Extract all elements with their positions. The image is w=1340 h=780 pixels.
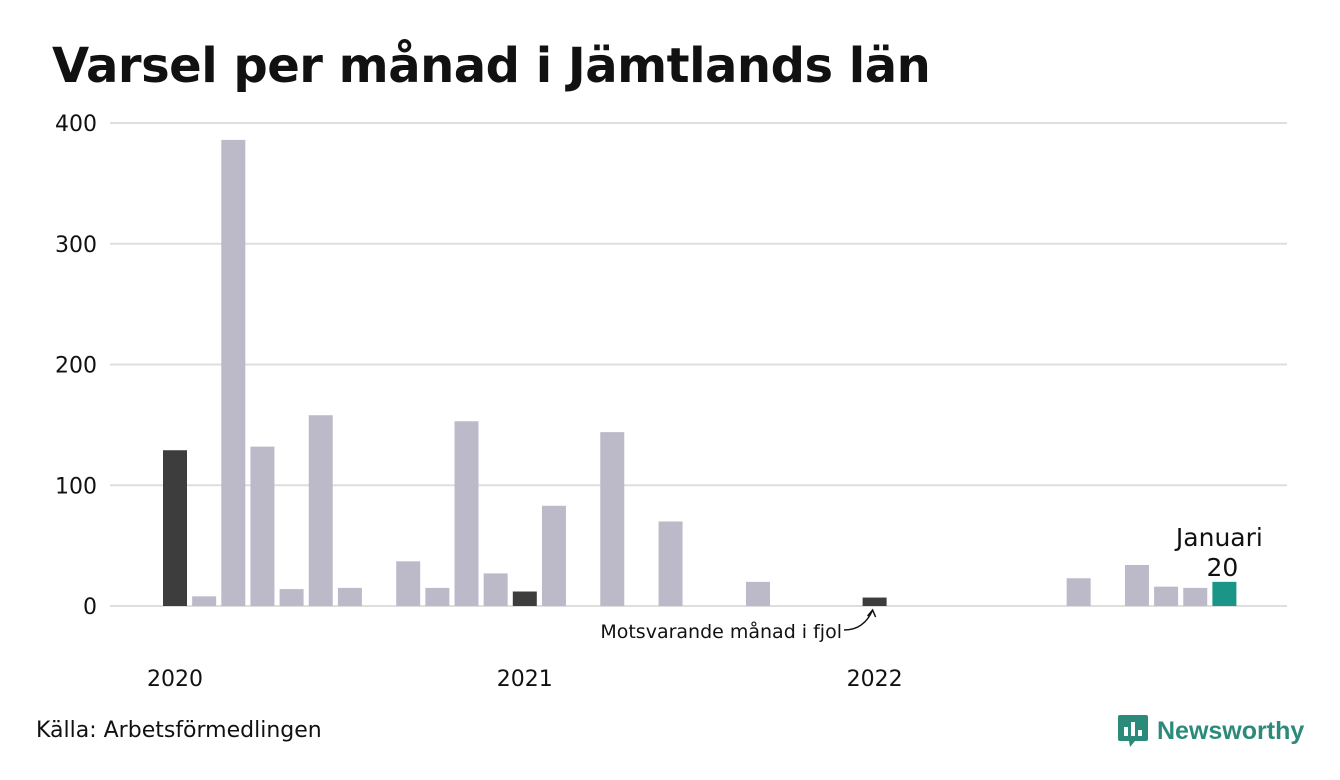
- logo-text: Newsworthy: [1157, 716, 1305, 745]
- gridlines: [110, 122, 1287, 607]
- bar: [1066, 578, 1091, 606]
- annotation-arrow: [843, 609, 874, 631]
- bar: [163, 450, 187, 606]
- bars: [163, 139, 1237, 606]
- chart-title: Varsel per månad i Jämtlands län: [52, 38, 931, 94]
- bar: [862, 597, 887, 606]
- newsworthy-logo[interactable]: Newsworthy: [1117, 713, 1304, 749]
- bar: [512, 591, 537, 606]
- prev-year-annotation: Motsvarande månad i fjol: [600, 620, 842, 643]
- bar: [1124, 564, 1149, 606]
- bar: [600, 432, 625, 606]
- x-year-label: 2020: [147, 667, 203, 692]
- annotation-arrowhead: [867, 608, 877, 618]
- source-note: Källa: Arbetsförmedlingen: [36, 718, 322, 743]
- bar: [1154, 586, 1179, 606]
- current-month-label: Januari: [1174, 523, 1263, 552]
- x-year-label: 2021: [497, 667, 553, 692]
- y-tick-label: 300: [55, 233, 97, 258]
- bar: [746, 581, 770, 606]
- y-tick-label: 200: [55, 354, 97, 379]
- bar: [221, 139, 246, 606]
- x-year-label: 2022: [847, 667, 903, 692]
- bar: [308, 415, 333, 606]
- bar: [425, 587, 450, 606]
- bar: [279, 589, 304, 606]
- bar: [337, 587, 362, 606]
- bar: [454, 421, 479, 606]
- bar: [192, 596, 217, 606]
- bar: [1183, 587, 1208, 606]
- y-axis-ticks: 0 100 200 300 400: [55, 112, 97, 620]
- newsworthy-logo-icon: [1118, 715, 1148, 747]
- bar: [250, 446, 275, 606]
- y-tick-label: 100: [55, 474, 97, 499]
- bar: [1212, 581, 1237, 606]
- y-tick-label: 400: [55, 112, 97, 137]
- x-axis-year-labels: 2020 2021 2022: [147, 667, 903, 692]
- y-tick-label: 0: [83, 595, 97, 620]
- bar: [483, 573, 508, 606]
- bar: [396, 561, 421, 606]
- current-month-value: 20: [1206, 553, 1238, 582]
- bar: [658, 521, 683, 606]
- bar: [541, 505, 566, 606]
